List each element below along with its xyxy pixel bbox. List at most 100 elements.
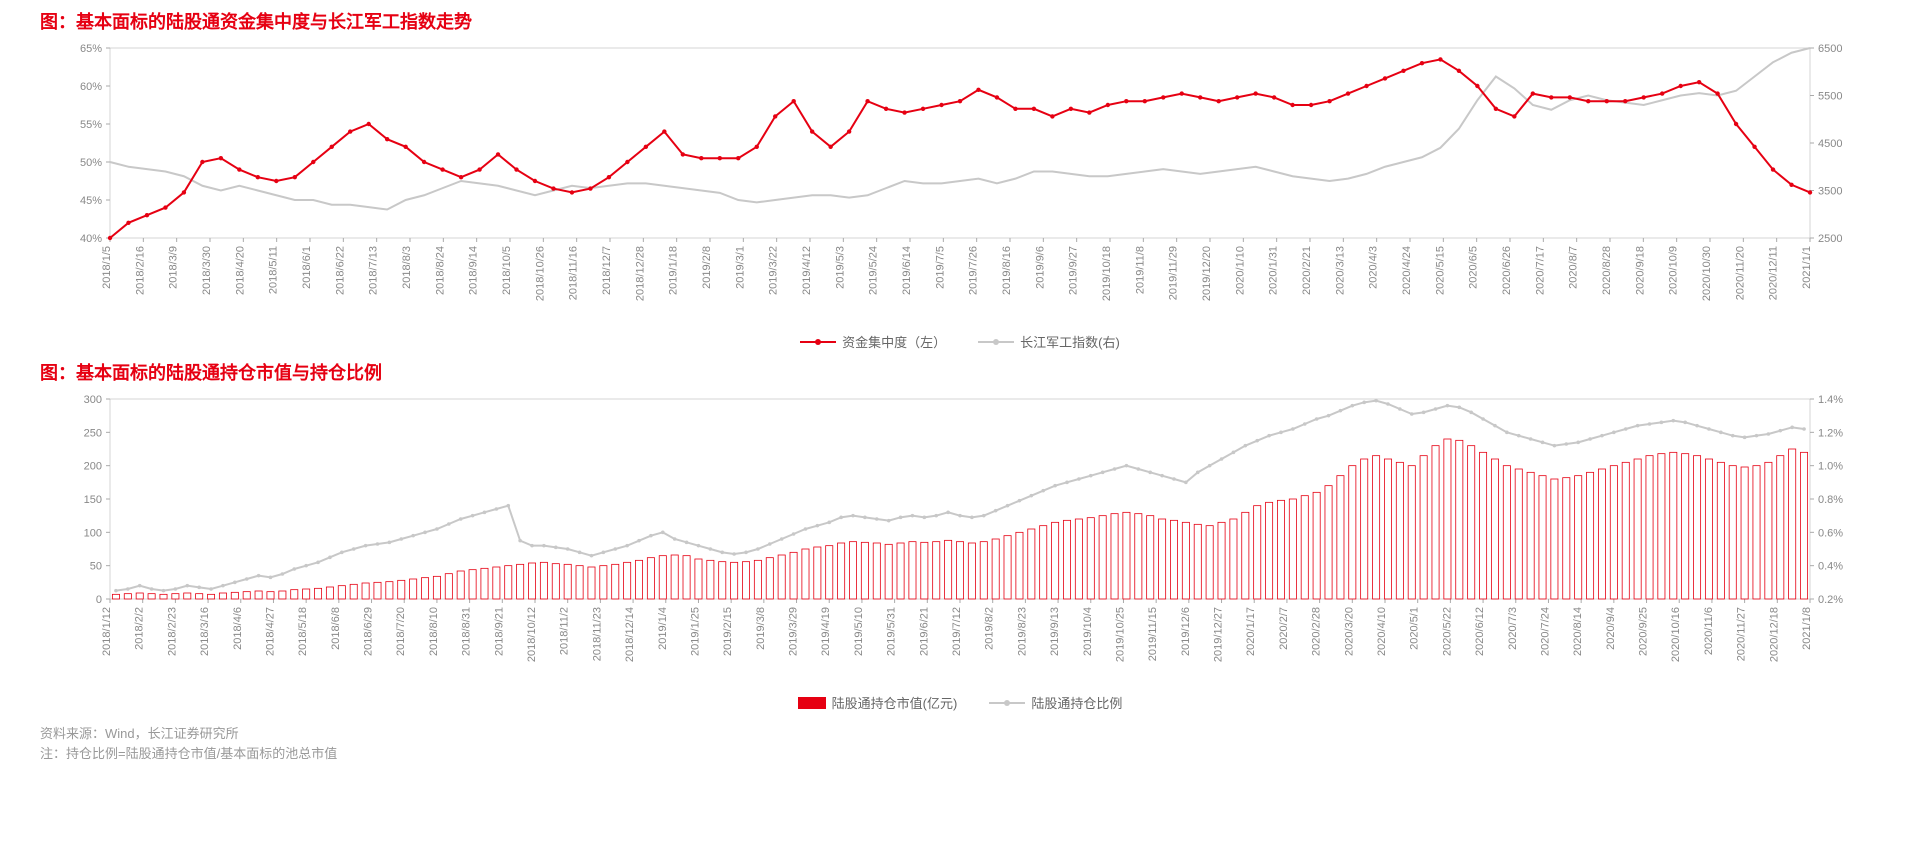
svg-text:60%: 60% xyxy=(80,81,102,93)
svg-text:2020/3/20: 2020/3/20 xyxy=(1343,607,1355,656)
svg-text:2019/7/12: 2019/7/12 xyxy=(951,607,963,656)
svg-text:2019/1/4: 2019/1/4 xyxy=(657,607,669,650)
svg-text:6500: 6500 xyxy=(1818,43,1842,55)
svg-text:2019/12/27: 2019/12/27 xyxy=(1213,607,1225,662)
svg-text:2020/10/30: 2020/10/30 xyxy=(1701,246,1713,301)
svg-text:2020/4/3: 2020/4/3 xyxy=(1368,246,1380,289)
svg-text:2020/12/18: 2020/12/18 xyxy=(1768,607,1780,662)
svg-text:300: 300 xyxy=(84,394,102,406)
legend1-swatch1 xyxy=(978,341,1014,343)
svg-text:0: 0 xyxy=(96,594,102,606)
note-text: 注：持仓比例=陆股通持仓市值/基本面标的池总市值 xyxy=(40,744,1880,764)
svg-text:2018/12/28: 2018/12/28 xyxy=(634,246,646,301)
source-text: 资料来源：Wind，长江证券研究所 xyxy=(40,724,1880,744)
svg-text:2018/3/30: 2018/3/30 xyxy=(201,246,213,295)
svg-text:2019/7/5: 2019/7/5 xyxy=(934,246,946,289)
svg-text:2019/6/21: 2019/6/21 xyxy=(918,607,930,656)
chart1-title: 图：基本面标的陆股通资金集中度与长江军工指数走势 xyxy=(40,8,1880,34)
svg-text:2019/3/29: 2019/3/29 xyxy=(788,607,800,656)
svg-text:2018/2/2: 2018/2/2 xyxy=(134,607,146,650)
svg-text:1.0%: 1.0% xyxy=(1818,461,1843,473)
svg-text:0.2%: 0.2% xyxy=(1818,594,1843,606)
svg-text:2019/11/8: 2019/11/8 xyxy=(1134,246,1146,294)
svg-text:2018/8/31: 2018/8/31 xyxy=(461,607,473,656)
svg-text:2020/5/22: 2020/5/22 xyxy=(1441,607,1453,656)
svg-text:2018/6/22: 2018/6/22 xyxy=(334,246,346,295)
svg-text:0.4%: 0.4% xyxy=(1818,561,1843,573)
svg-text:250: 250 xyxy=(84,427,102,439)
svg-text:2018/11/23: 2018/11/23 xyxy=(591,607,603,661)
svg-text:2020/7/17: 2020/7/17 xyxy=(1534,246,1546,295)
svg-text:2020/7/24: 2020/7/24 xyxy=(1539,607,1551,656)
svg-text:150: 150 xyxy=(84,494,102,506)
svg-text:5500: 5500 xyxy=(1818,91,1842,103)
svg-text:2018/7/20: 2018/7/20 xyxy=(395,607,407,656)
svg-text:2018/11/2: 2018/11/2 xyxy=(559,607,571,655)
svg-text:2018/10/5: 2018/10/5 xyxy=(501,246,513,295)
svg-text:2019/2/8: 2019/2/8 xyxy=(701,246,713,289)
legend1-label0: 资金集中度（左） xyxy=(842,332,946,351)
legend2-item1: 陆股通持仓比例 xyxy=(989,693,1122,712)
svg-text:4500: 4500 xyxy=(1818,138,1842,150)
svg-text:2019/5/31: 2019/5/31 xyxy=(886,607,898,656)
svg-text:2018/5/18: 2018/5/18 xyxy=(297,607,309,656)
svg-text:200: 200 xyxy=(84,461,102,473)
svg-text:2020/9/4: 2020/9/4 xyxy=(1605,607,1617,650)
svg-text:2018/4/6: 2018/4/6 xyxy=(232,607,244,650)
legend2-item0: 陆股通持仓市值(亿元) xyxy=(798,693,958,712)
svg-text:2020/10/16: 2020/10/16 xyxy=(1670,607,1682,662)
svg-text:1.4%: 1.4% xyxy=(1818,394,1843,406)
svg-text:2020/8/28: 2020/8/28 xyxy=(1601,246,1613,295)
svg-text:2018/8/3: 2018/8/3 xyxy=(401,246,413,289)
svg-text:2019/8/23: 2019/8/23 xyxy=(1016,607,1028,656)
svg-text:2019/9/6: 2019/9/6 xyxy=(1034,246,1046,289)
svg-text:2018/12/14: 2018/12/14 xyxy=(624,607,636,662)
svg-text:2020/8/7: 2020/8/7 xyxy=(1568,246,1580,289)
svg-text:2018/7/13: 2018/7/13 xyxy=(368,246,380,295)
legend2-label0: 陆股通持仓市值(亿元) xyxy=(832,693,958,712)
svg-text:2019/11/15: 2019/11/15 xyxy=(1147,607,1159,661)
chart2-svg: 0501001502002503000.2%0.4%0.6%0.8%1.0%1.… xyxy=(40,389,1880,689)
svg-text:2019/11/29: 2019/11/29 xyxy=(1168,246,1180,300)
svg-text:45%: 45% xyxy=(80,195,102,207)
svg-text:55%: 55% xyxy=(80,119,102,131)
svg-text:2018/1/5: 2018/1/5 xyxy=(101,246,113,289)
svg-text:2019/3/1: 2019/3/1 xyxy=(734,246,746,289)
footer: 资料来源：Wind，长江证券研究所 注：持仓比例=陆股通持仓市值/基本面标的池总… xyxy=(40,724,1880,763)
svg-text:2021/1/8: 2021/1/8 xyxy=(1801,607,1813,650)
svg-text:2019/8/16: 2019/8/16 xyxy=(1001,246,1013,295)
svg-text:1.2%: 1.2% xyxy=(1818,427,1843,439)
svg-text:2020/1/17: 2020/1/17 xyxy=(1245,607,1257,656)
svg-text:2021/1/1: 2021/1/1 xyxy=(1801,246,1813,289)
chart2-title: 图：基本面标的陆股通持仓市值与持仓比例 xyxy=(40,359,1880,385)
svg-text:2020/11/20: 2020/11/20 xyxy=(1734,246,1746,300)
svg-text:2019/12/6: 2019/12/6 xyxy=(1180,607,1192,656)
svg-text:2018/4/20: 2018/4/20 xyxy=(234,246,246,295)
svg-text:0.6%: 0.6% xyxy=(1818,527,1843,539)
legend1-item0: 资金集中度（左） xyxy=(800,332,946,351)
svg-text:2020/9/25: 2020/9/25 xyxy=(1638,607,1650,656)
svg-text:2018/10/26: 2018/10/26 xyxy=(534,246,546,301)
svg-text:2019/1/25: 2019/1/25 xyxy=(689,607,701,656)
svg-text:2018/3/16: 2018/3/16 xyxy=(199,607,211,656)
svg-text:2018/9/21: 2018/9/21 xyxy=(493,607,505,656)
svg-text:2020/10/9: 2020/10/9 xyxy=(1668,246,1680,295)
svg-text:2020/3/13: 2020/3/13 xyxy=(1334,246,1346,295)
svg-text:2018/5/11: 2018/5/11 xyxy=(268,246,280,294)
svg-text:2019/10/18: 2019/10/18 xyxy=(1101,246,1113,301)
svg-text:2020/12/11: 2020/12/11 xyxy=(1768,246,1780,300)
svg-text:2020/4/24: 2020/4/24 xyxy=(1401,246,1413,295)
svg-text:2019/9/27: 2019/9/27 xyxy=(1068,246,1080,295)
legend1-label1: 长江军工指数(右) xyxy=(1020,332,1120,351)
chart1-container: 40%45%50%55%60%65%2500350045005500650020… xyxy=(40,38,1880,328)
svg-text:2018/11/16: 2018/11/16 xyxy=(568,246,580,300)
svg-text:2020/2/21: 2020/2/21 xyxy=(1301,246,1313,295)
svg-text:2019/4/12: 2019/4/12 xyxy=(801,246,813,295)
svg-text:2018/4/27: 2018/4/27 xyxy=(264,607,276,656)
svg-text:2018/8/24: 2018/8/24 xyxy=(434,246,446,295)
svg-text:2500: 2500 xyxy=(1818,233,1842,245)
svg-text:2018/6/1: 2018/6/1 xyxy=(301,246,313,289)
svg-text:2019/12/20: 2019/12/20 xyxy=(1201,246,1213,301)
svg-text:2019/9/13: 2019/9/13 xyxy=(1049,607,1061,656)
svg-text:2019/5/3: 2019/5/3 xyxy=(834,246,846,289)
